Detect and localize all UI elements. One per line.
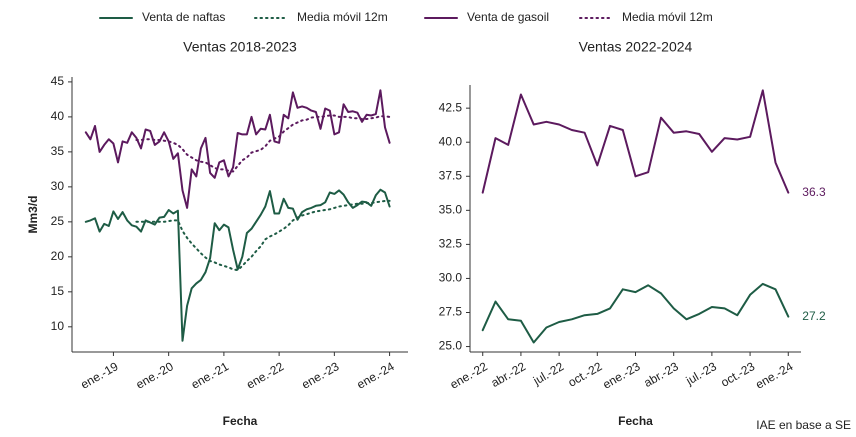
y-tick-label: 20 [51, 249, 65, 263]
y-tick-label: 35.0 [439, 202, 463, 216]
y-tick-label: 10 [51, 319, 65, 333]
x-tick-label: ene.-22 [244, 359, 287, 392]
series-line [481, 282, 790, 344]
x-tick-label: ene.-23 [600, 359, 643, 392]
y-tick-label: 32.5 [439, 237, 463, 251]
y-tick-label: 25 [51, 214, 65, 228]
x-axis-label: Fecha [618, 414, 653, 428]
legend-label: Media móvil 12m [622, 10, 713, 24]
y-axis-label: Mm3/d [26, 195, 40, 233]
y-tick-label: 35 [51, 144, 65, 158]
legend-label: Venta de gasoil [467, 10, 549, 24]
end-label: 36.3 [802, 185, 826, 199]
series-line [135, 199, 391, 272]
series-line [84, 188, 391, 342]
x-axis-label: Fecha [223, 414, 258, 428]
x-tick-label: abr.-23 [641, 359, 681, 390]
chart-title: Ventas 2018-2023 [183, 39, 297, 55]
x-tick-label: ene.-21 [189, 359, 232, 392]
series-line [481, 89, 790, 194]
x-tick-label: oct.-22 [566, 359, 605, 390]
y-tick-label: 15 [51, 284, 65, 298]
y-tick-label: 40 [51, 109, 65, 123]
x-tick-label: oct.-23 [718, 359, 757, 390]
x-tick-label: ene.-20 [133, 359, 176, 392]
y-tick-label: 25.0 [439, 339, 463, 353]
x-tick-label: ene.-24 [354, 359, 397, 392]
y-tick-label: 30 [51, 179, 65, 193]
y-tick-label: 30.0 [439, 271, 463, 285]
y-tick-label: 45 [51, 74, 65, 88]
x-tick-label: jul.-22 [530, 359, 566, 388]
series-line [84, 89, 391, 209]
legend-label: Venta de naftas [142, 10, 225, 24]
x-tick-label: jul.-23 [683, 359, 719, 388]
x-tick-label: ene.-22 [448, 359, 491, 392]
series-line [135, 114, 391, 173]
x-tick-label: abr.-22 [489, 359, 529, 390]
chart-title: Ventas 2022-2024 [579, 39, 693, 55]
x-tick-label: ene.-19 [78, 359, 121, 392]
y-tick-label: 27.5 [439, 305, 463, 319]
y-tick-label: 42.5 [439, 100, 463, 114]
end-label: 27.2 [802, 309, 826, 323]
source: IAE en base a SE [756, 418, 851, 432]
y-tick-label: 37.5 [439, 168, 463, 182]
legend-label: Media móvil 12m [297, 10, 388, 24]
y-tick-label: 40.0 [439, 134, 463, 148]
x-tick-label: ene.-23 [299, 359, 342, 392]
x-tick-label: ene.-24 [753, 359, 796, 392]
